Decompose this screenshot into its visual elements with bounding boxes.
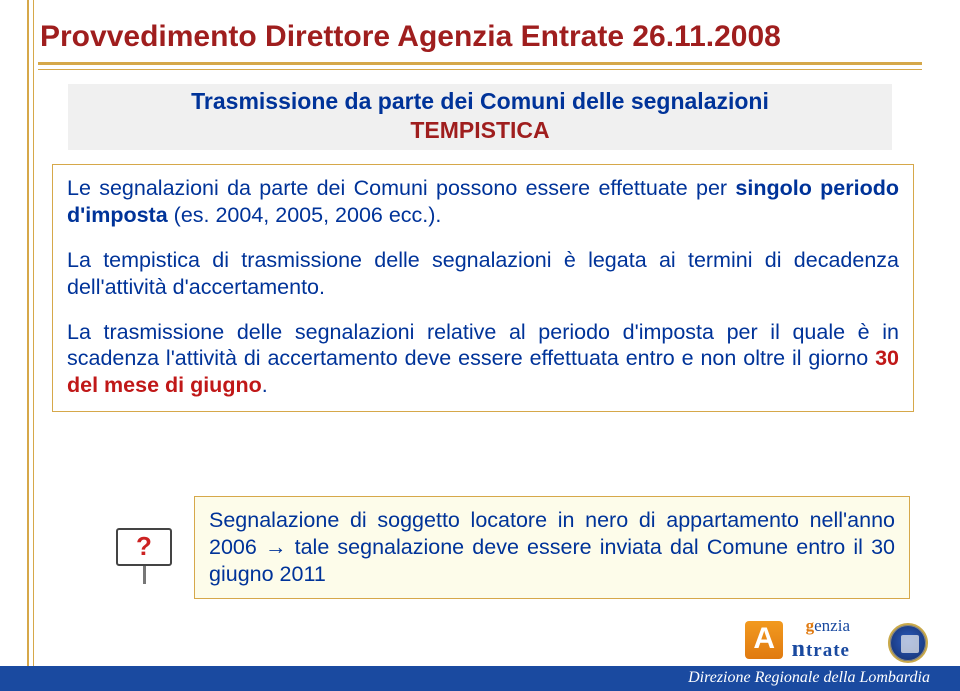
subtitle-line2: TEMPISTICA	[68, 117, 892, 144]
logo-n: n	[792, 636, 806, 662]
logo-agenzia-entrate: A genzia ntrate	[745, 616, 850, 663]
paragraph-2: La tempistica di trasmissione delle segn…	[67, 247, 899, 301]
logo-g: g	[806, 616, 815, 635]
para3-post: .	[262, 373, 268, 397]
para1-pre: Le segnalazioni da parte dei Comuni poss…	[67, 176, 735, 200]
callout-t2: tale segnalazione deve essere inviata da…	[209, 535, 895, 586]
decor-hr	[38, 62, 922, 65]
decor-vline	[33, 0, 34, 691]
slide-title: Provvedimento Direttore Agenzia Entrate …	[40, 20, 781, 54]
footer-band: Direzione Regionale della Lombardia	[0, 666, 960, 691]
logo-enzia: enzia	[814, 616, 850, 635]
question-sign: ?	[116, 528, 172, 566]
paragraph-3: La trasmissione delle segnalazioni relat…	[67, 319, 899, 400]
slide: Provvedimento Direttore Agenzia Entrate …	[0, 0, 960, 691]
paragraph-1: Le segnalazioni da parte dei Comuni poss…	[67, 175, 899, 229]
decor-hr	[38, 69, 922, 70]
decor-vline	[27, 0, 29, 691]
question-icon: ?	[116, 528, 172, 584]
logo-mark: A	[745, 621, 783, 659]
callout-box: Segnalazione di soggetto locatore in ner…	[194, 496, 910, 599]
para1-post: (es. 2004, 2005, 2006 ecc.).	[168, 203, 442, 227]
arrow-icon: →	[265, 535, 287, 559]
question-pole	[143, 566, 146, 584]
logo-text: genzia ntrate	[792, 616, 850, 663]
emblem-icon	[888, 623, 928, 663]
footer: A genzia ntrate Direzione Regionale dell…	[0, 619, 960, 691]
subtitle-line1: Trasmissione da parte dei Comuni delle s…	[68, 88, 892, 115]
body-box: Le segnalazioni da parte dei Comuni poss…	[52, 164, 914, 412]
subtitle-box: Trasmissione da parte dei Comuni delle s…	[68, 84, 892, 150]
para3-pre: La trasmissione delle segnalazioni relat…	[67, 320, 899, 371]
logo-trate: trate	[806, 640, 850, 661]
